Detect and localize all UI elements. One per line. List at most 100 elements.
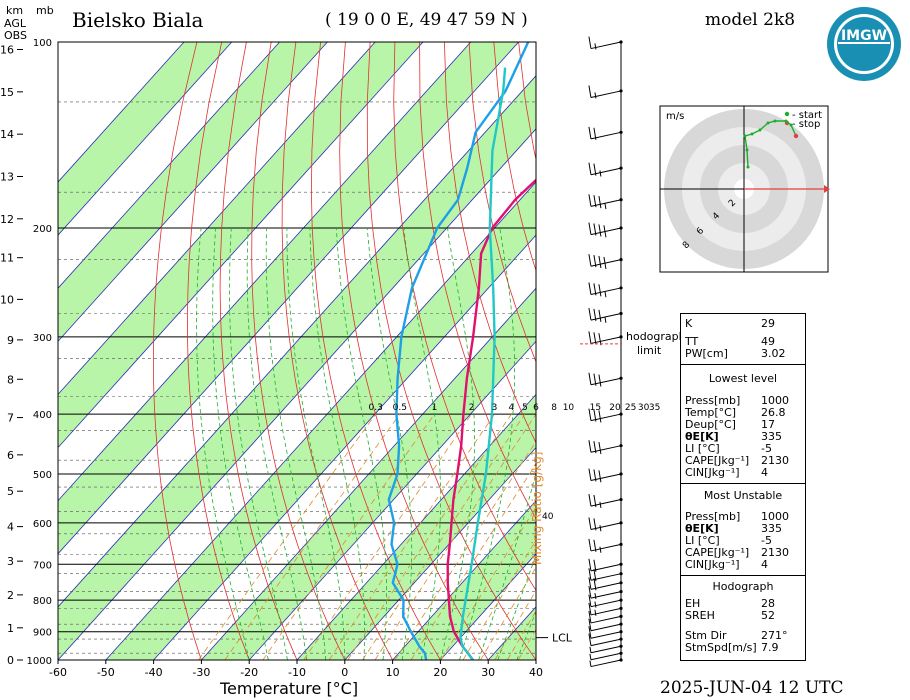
index-tt-value: 49 — [761, 335, 775, 348]
wind-barb-flag — [588, 282, 592, 295]
wind-barb-flag — [593, 223, 597, 236]
wind-barb — [589, 658, 623, 668]
hodograph-point — [745, 148, 749, 152]
dry-adiabat — [187, 42, 250, 660]
mixing-ratio-tick-label: 0.5 — [393, 403, 407, 413]
km-tick-label: 6 — [7, 449, 14, 462]
wind-barb-flag — [598, 441, 602, 455]
mixing-ratio-tick-label: 3 — [492, 403, 498, 413]
wind-barb-flag — [588, 626, 592, 639]
wind-barb-shaft — [590, 615, 622, 624]
wind-barb — [588, 331, 623, 346]
km-tick-label: 13 — [0, 170, 14, 183]
km-tick-label: 4 — [7, 521, 14, 534]
lowest-thetae-value: 335 — [761, 430, 782, 443]
hodograph-point — [743, 134, 747, 138]
wind-barb-flag — [588, 538, 592, 552]
wind-barb — [588, 558, 623, 572]
hodograph-trace — [744, 120, 797, 168]
isotherm-line — [58, 42, 328, 342]
wind-barb — [588, 568, 623, 582]
x-tick-label: 40 — [529, 666, 543, 679]
wind-barb-half — [594, 601, 597, 608]
lowest-temp-label: Temp[°C] — [685, 406, 737, 419]
hodo-sreh-label: SREH — [685, 609, 715, 622]
hodograph-end-point — [793, 133, 799, 139]
km-tick-label: 3 — [7, 555, 14, 568]
model-label: model 2k8 — [705, 10, 796, 30]
lowest-level-title: Lowest level — [708, 372, 778, 385]
km-tick-label: 10 — [0, 293, 14, 306]
pressure-tick-label: 900 — [33, 628, 52, 639]
series-line-parcel — [459, 67, 507, 660]
wind-barb-flag — [598, 196, 602, 209]
mu-cape-value: 2130 — [761, 546, 789, 559]
wind-barb-flag — [588, 577, 592, 590]
wind-barb-flag — [588, 331, 592, 344]
moist-adiabat — [286, 227, 346, 660]
wind-barb-half — [594, 43, 597, 50]
wind-barb-half — [594, 609, 597, 616]
pressure-tick-label: 200 — [33, 224, 52, 235]
mixing-ratio-tick-label: 25 — [625, 403, 636, 413]
mixing-ratio-tick-label: 4 — [509, 403, 515, 413]
km-tick-label: 0 — [7, 654, 14, 667]
hodo-sreh-value: 52 — [761, 609, 775, 622]
moist-adiabat — [478, 471, 536, 660]
mu-press-value: 1000 — [761, 510, 789, 523]
lcl-label: LCL — [552, 632, 573, 645]
wind-barb — [588, 440, 623, 455]
storm-motion-arrow — [824, 185, 830, 193]
isotherm-line — [201, 287, 536, 660]
wind-barb — [588, 194, 623, 210]
x-tick-label: -50 — [97, 666, 115, 679]
wind-barb — [588, 618, 623, 632]
wind-barb-flag — [593, 373, 597, 386]
wind-barb — [588, 85, 623, 99]
wind-barb-shaft — [590, 645, 622, 654]
wind-barb-flag — [593, 469, 597, 482]
isotherm-line — [440, 553, 536, 660]
km-tick-label: 7 — [7, 412, 14, 425]
hodo-stmdir-value: 271° — [761, 629, 788, 642]
km-tick-label: 1 — [7, 622, 14, 635]
mixing-ratio-tick-label: 6 — [533, 403, 539, 413]
dry-adiabat — [339, 42, 489, 660]
wind-barb-flag — [593, 441, 597, 454]
wind-barb-flag — [593, 569, 597, 582]
wind-barb-half — [604, 316, 607, 323]
isotherm-line — [58, 42, 233, 236]
hodo-stmspd-value: 7.9 — [761, 641, 779, 654]
wind-barb-flag — [598, 224, 602, 237]
moist-adiabat — [336, 227, 388, 660]
wind-barb — [588, 586, 623, 600]
pressure-tick-label: 100 — [33, 38, 52, 49]
hodograph-point — [789, 123, 793, 127]
wind-barb-flag — [588, 408, 592, 421]
mb-axis-header: mb — [36, 4, 54, 17]
mixing-ratio-tick-label: 8 — [551, 403, 557, 413]
hodo-eh-value: 28 — [761, 597, 775, 610]
km-tick-label: 2 — [7, 589, 14, 602]
mixing-ratio-line — [198, 413, 377, 660]
hodograph-limit-label: hodograph — [626, 330, 686, 343]
mixing-ratio-tick-label: 2 — [469, 403, 475, 413]
mixing-ratio-line — [224, 413, 401, 660]
wind-barb-half — [589, 646, 592, 653]
wind-barb — [588, 162, 623, 177]
isotherm-line — [392, 500, 536, 660]
dry-adiabat — [310, 42, 441, 660]
index-k-value: 29 — [761, 317, 775, 330]
wind-barb-dot — [619, 198, 623, 202]
mu-cape-label: CAPE[Jkg⁻¹] — [685, 546, 750, 559]
lowest-press-label: Press[mb] — [685, 394, 741, 407]
x-tick-label: -30 — [192, 666, 210, 679]
imgw-logo: IMGW — [827, 7, 901, 81]
hodo-stmspd-label: StmSpd[m/s] — [685, 641, 757, 654]
wind-barb-half — [604, 202, 607, 210]
x-tick-label: -10 — [288, 666, 306, 679]
wind-barb-half — [604, 291, 607, 298]
mixing-ratio-line — [328, 413, 495, 660]
